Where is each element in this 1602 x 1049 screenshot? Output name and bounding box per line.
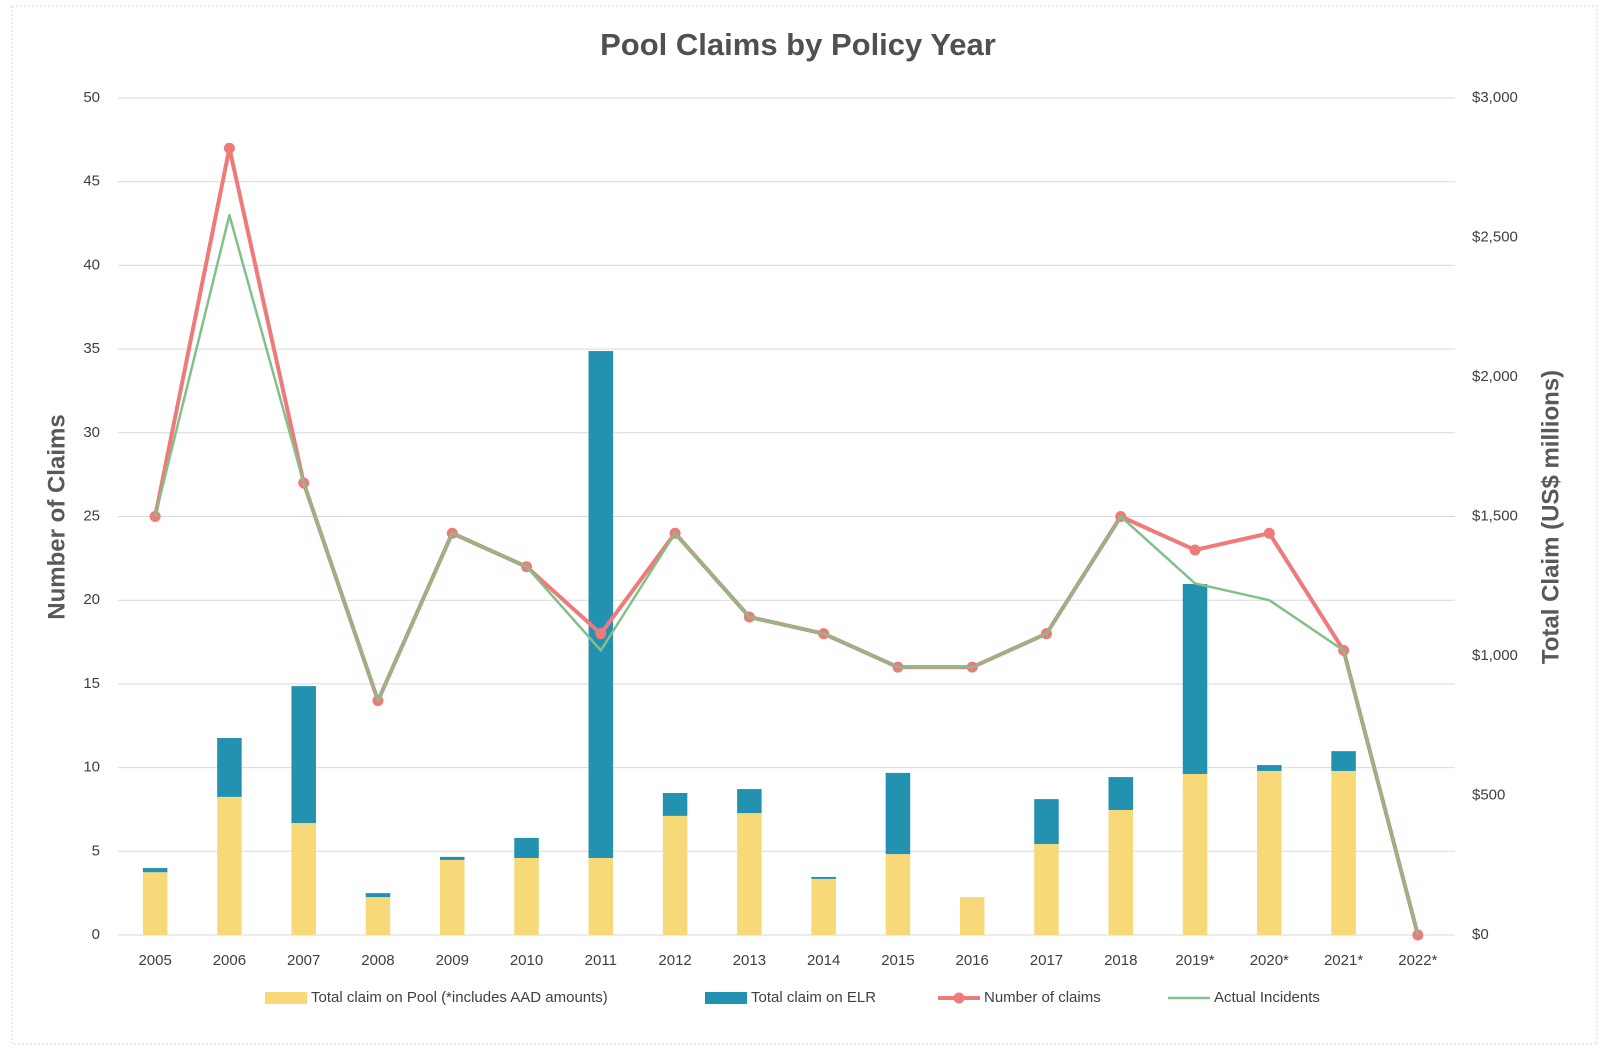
x-tick-label: 2009 bbox=[436, 952, 469, 969]
bar bbox=[142, 868, 168, 873]
x-tick-label: 2015 bbox=[881, 952, 914, 969]
x-tick-label: 2021* bbox=[1324, 952, 1363, 969]
x-tick-label: 2020* bbox=[1250, 952, 1289, 969]
bar bbox=[885, 772, 911, 855]
chart-frame bbox=[11, 5, 1598, 1045]
y-tick-label: 30 bbox=[83, 424, 100, 441]
bar bbox=[1182, 774, 1208, 935]
bar bbox=[291, 686, 316, 824]
bar bbox=[439, 856, 465, 860]
y2-tick-label: $0 bbox=[1472, 926, 1489, 943]
y-tick-label: 25 bbox=[83, 507, 100, 524]
bar bbox=[1331, 751, 1356, 771]
bar bbox=[142, 872, 168, 935]
bar bbox=[291, 823, 316, 935]
x-tick-label: 2011 bbox=[585, 952, 617, 969]
x-tick-label: 2018 bbox=[1104, 952, 1137, 969]
y-tick-label: 35 bbox=[83, 340, 100, 357]
bar bbox=[1257, 765, 1282, 771]
y-tick-label: 0 bbox=[92, 926, 100, 943]
y2-tick-label: $1,500 bbox=[1472, 507, 1518, 524]
legend-label: Total claim on Pool (*includes AAD amoun… bbox=[311, 989, 608, 1006]
x-tick-label: 2010 bbox=[510, 952, 543, 969]
bar bbox=[588, 351, 614, 858]
y-axis-title: Number of Claims bbox=[43, 414, 70, 619]
bar bbox=[662, 815, 688, 935]
x-tick-label: 2013 bbox=[733, 952, 766, 969]
x-tick-label: 2007 bbox=[287, 952, 320, 969]
x-tick-label: 2012 bbox=[658, 952, 691, 969]
bar bbox=[439, 859, 465, 935]
y-tick-label: 15 bbox=[83, 675, 100, 692]
x-tick-label: 2016 bbox=[956, 952, 989, 969]
bar bbox=[959, 897, 985, 935]
bar bbox=[217, 796, 242, 935]
y-tick-label: 20 bbox=[83, 591, 100, 608]
line-marker bbox=[595, 628, 607, 640]
y-tick-label: 10 bbox=[83, 759, 100, 776]
legend-marker bbox=[953, 992, 965, 1004]
bar bbox=[811, 876, 836, 879]
y-tick-label: 45 bbox=[83, 173, 100, 190]
bar bbox=[1331, 770, 1356, 935]
bar bbox=[365, 893, 391, 898]
line bbox=[153, 213, 1420, 936]
y2-tick-label: $2,000 bbox=[1472, 368, 1518, 385]
y2-tick-label: $3,000 bbox=[1472, 89, 1518, 106]
y2-tick-label: $500 bbox=[1472, 786, 1505, 803]
y-tick-label: 40 bbox=[83, 256, 100, 273]
x-tick-label: 2019* bbox=[1175, 952, 1214, 969]
bar bbox=[514, 837, 539, 858]
bar bbox=[1257, 770, 1282, 935]
bar bbox=[737, 789, 762, 814]
y2-tick-label: $2,500 bbox=[1472, 228, 1518, 245]
bar bbox=[1108, 810, 1134, 935]
legend-label: Actual Incidents bbox=[1214, 989, 1320, 1006]
line-marker bbox=[1263, 527, 1275, 539]
x-tick-label: 2005 bbox=[138, 952, 171, 969]
bar bbox=[1034, 799, 1059, 845]
bar bbox=[217, 738, 242, 797]
bar bbox=[1034, 844, 1059, 935]
bar bbox=[588, 857, 614, 935]
legend-label: Number of claims bbox=[984, 989, 1101, 1006]
y2-axis-title: Total Claim (US$ millions) bbox=[1537, 370, 1564, 664]
bar bbox=[1182, 584, 1208, 775]
line-marker bbox=[1189, 544, 1201, 556]
bar bbox=[662, 792, 688, 816]
x-tick-label: 2014 bbox=[807, 952, 840, 969]
y-tick-label: 50 bbox=[83, 89, 100, 106]
legend-swatch bbox=[705, 992, 747, 1004]
x-tick-label: 2022* bbox=[1398, 952, 1437, 969]
y2-tick-label: $1,000 bbox=[1472, 647, 1518, 664]
chart-title: Pool Claims by Policy Year bbox=[600, 27, 996, 62]
x-tick-label: 2006 bbox=[213, 952, 246, 969]
line-marker bbox=[223, 142, 235, 154]
bar bbox=[1108, 777, 1134, 811]
bar bbox=[885, 854, 911, 935]
bar bbox=[811, 878, 836, 935]
bar bbox=[514, 857, 539, 935]
legend-swatch bbox=[265, 992, 307, 1004]
x-tick-label: 2017 bbox=[1030, 952, 1063, 969]
legend-label: Total claim on ELR bbox=[751, 989, 876, 1006]
y-tick-label: 5 bbox=[92, 842, 100, 859]
bar bbox=[365, 897, 391, 935]
x-tick-label: 2008 bbox=[361, 952, 394, 969]
bar bbox=[737, 813, 762, 935]
